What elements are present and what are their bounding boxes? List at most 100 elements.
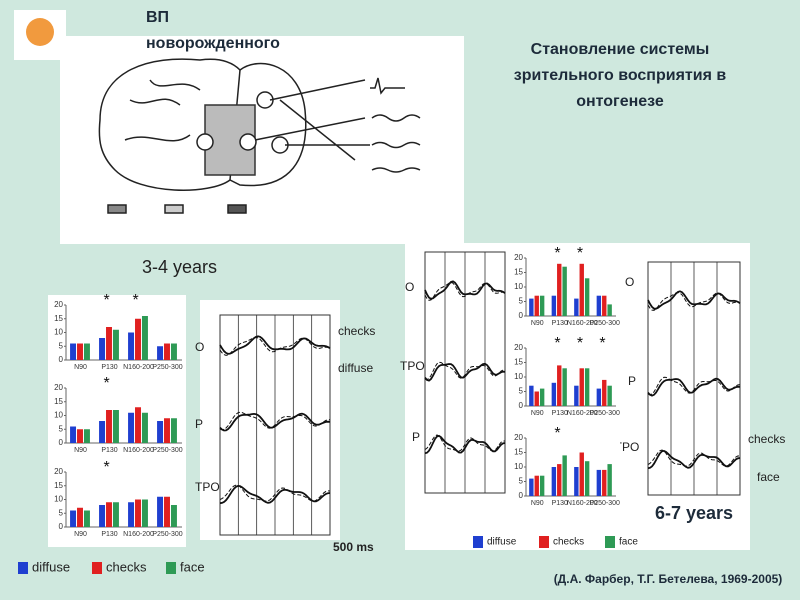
bar [579, 368, 584, 406]
bar [106, 410, 112, 443]
wave [424, 280, 506, 300]
y-tick-label: 0 [59, 522, 64, 531]
x-tick-label: P250-300 [590, 320, 620, 327]
y-tick-label: 20 [514, 253, 523, 262]
title-vp: ВП [146, 9, 169, 26]
y-tick-label: 10 [54, 411, 63, 420]
x-tick-label: N90 [531, 410, 544, 417]
bar [141, 499, 148, 527]
x-tick-label: N90 [74, 447, 87, 454]
bar [596, 295, 602, 316]
wave-label: P [412, 430, 420, 444]
bar [551, 295, 557, 316]
bar [584, 368, 590, 406]
wave-label: checks [338, 324, 375, 338]
legend-label: face [619, 537, 638, 548]
y-tick-label: 0 [519, 311, 524, 320]
wave [647, 377, 741, 397]
bar [141, 316, 148, 360]
bar [164, 418, 170, 443]
significance-star: * [103, 292, 109, 309]
x-tick-label: N160-200 [123, 447, 154, 454]
wave-label: diffuse [338, 361, 373, 375]
bar [135, 407, 141, 443]
legend-label: checks [553, 537, 584, 548]
x-tick-label: P250-300 [590, 500, 620, 507]
bar [539, 295, 545, 316]
wave [219, 335, 331, 355]
bar [157, 421, 164, 443]
bar [557, 263, 562, 316]
legend-swatch [166, 562, 176, 574]
x-tick-label: P250-300 [152, 447, 182, 454]
main-title: зрительного восприятия в [514, 67, 727, 84]
y-tick-label: 5 [59, 508, 64, 517]
x-tick-label: P250-300 [152, 531, 182, 538]
bar [607, 385, 612, 406]
bar [112, 502, 119, 527]
bar [539, 388, 545, 406]
legend-label: diffuse [487, 537, 517, 548]
bar [70, 426, 77, 443]
bar [164, 343, 170, 360]
bar [170, 418, 177, 443]
y-tick-label: 20 [54, 300, 63, 309]
wave [219, 336, 331, 356]
wave-panel [200, 300, 340, 540]
main-title: Становление системы [531, 41, 710, 58]
significance-star: * [132, 292, 138, 309]
bar [128, 502, 135, 527]
x-tick-label: P130 [552, 410, 568, 417]
bar [529, 478, 534, 496]
x-tick-label: P130 [552, 320, 568, 327]
bar [602, 469, 607, 496]
y-tick-label: 10 [514, 372, 523, 381]
bar [77, 429, 83, 443]
bar [77, 343, 83, 360]
wave [647, 291, 741, 311]
x-tick-label: P130 [101, 531, 117, 538]
main-title: онтогенезе [576, 93, 664, 110]
bar [99, 505, 106, 527]
wave [219, 411, 331, 431]
citation: (Д.А. Фарбер, Т.Г. Бетелева, 1969-2005) [554, 572, 783, 586]
bar [534, 475, 539, 496]
x-tick-label: N160-200 [123, 531, 154, 538]
legend-label: checks [106, 559, 147, 574]
legend-swatch [473, 536, 483, 548]
x-tick-label: N90 [74, 364, 87, 371]
bar [83, 429, 90, 443]
bar [607, 304, 612, 316]
wave [424, 362, 506, 382]
bar [83, 343, 90, 360]
bar [529, 298, 534, 316]
x-tick-label: P130 [101, 447, 117, 454]
legend-swatch [92, 562, 102, 574]
bar [574, 298, 579, 316]
bar [99, 421, 106, 443]
wave-label: checks [748, 432, 785, 446]
bar [112, 410, 119, 443]
x-tick-label: N90 [74, 531, 87, 538]
wave-label: 500 ms [333, 540, 374, 554]
bar [157, 496, 164, 527]
y-tick-label: 10 [514, 462, 523, 471]
bar [135, 318, 141, 360]
wave-label: O [195, 340, 204, 354]
age-label: 6-7 years [655, 503, 733, 523]
y-tick-label: 5 [519, 297, 524, 306]
legend-swatch [605, 536, 615, 548]
y-tick-label: 10 [514, 282, 523, 291]
wave [647, 290, 741, 310]
wave [424, 361, 506, 381]
wave-label: O [625, 275, 634, 289]
significance-star: * [103, 375, 109, 392]
bar [83, 510, 90, 527]
brain-drawing [98, 58, 421, 214]
y-tick-label: 0 [59, 438, 64, 447]
y-tick-label: 5 [59, 424, 64, 433]
bar [596, 388, 602, 406]
title-newborn: новорожденного [146, 35, 280, 52]
y-tick-label: 20 [54, 467, 63, 476]
